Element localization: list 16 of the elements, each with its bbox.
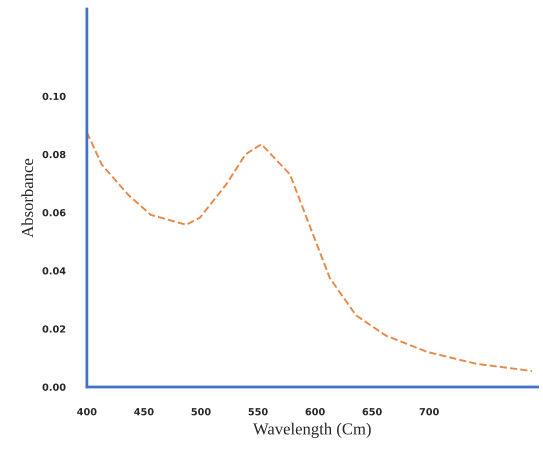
line-series — [86, 131, 533, 372]
x-tick-label: 500 — [192, 408, 211, 416]
x-axis-title: Wavelength (Cm) — [252, 422, 371, 438]
y-tick-label: 0.06 — [42, 209, 66, 216]
y-tick-label: 0.02 — [42, 325, 66, 333]
y-tick-label: 0.10 — [42, 92, 66, 100]
x-tick-label: 450 — [134, 408, 154, 416]
x-tick-label: 550 — [248, 408, 268, 416]
y-tick-label: 0.00 — [42, 383, 66, 391]
x-tick-label: 700 — [420, 408, 439, 416]
y-tick-label: 0.04 — [42, 267, 66, 275]
y-axis-title: Absorbance — [21, 158, 34, 238]
x-tick-label: 400 — [77, 408, 97, 416]
x-tick-label: 650 — [362, 408, 382, 416]
x-tick-label: 600 — [306, 408, 325, 416]
y-tick-label: 0.08 — [42, 150, 66, 158]
